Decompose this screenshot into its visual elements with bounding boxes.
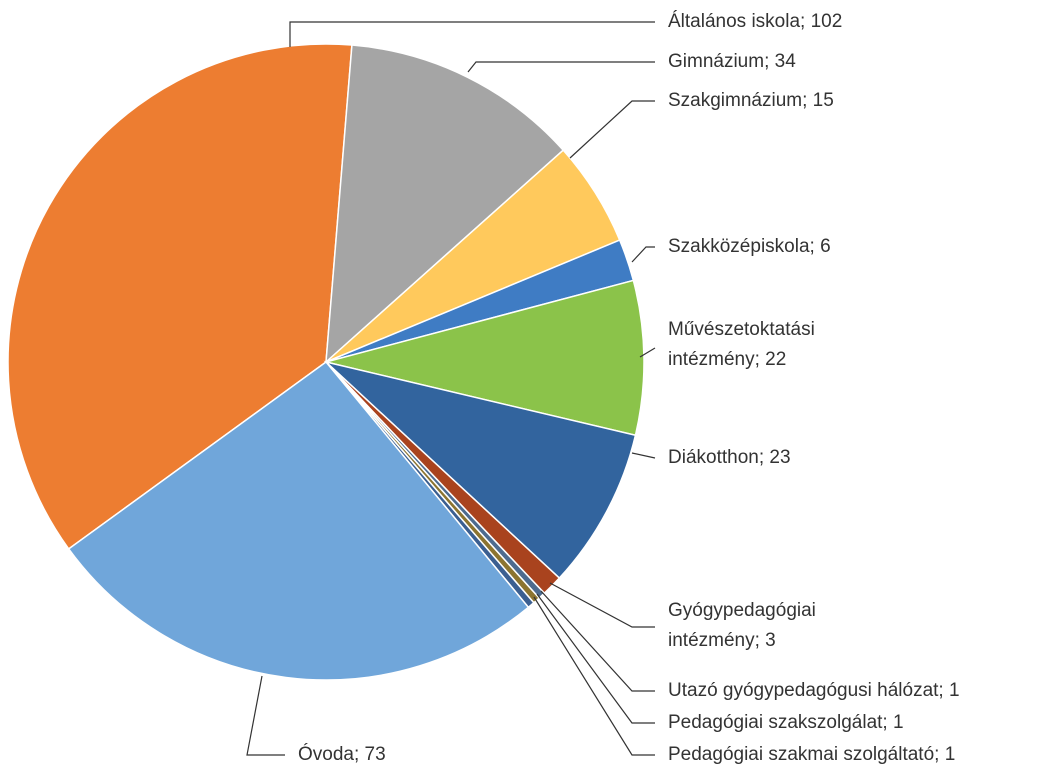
data-label: Pedagógiai szakmai szolgáltató; 1 xyxy=(668,744,955,765)
data-label-line: Pedagógiai szakszolgálat; 1 xyxy=(668,712,904,733)
data-label: Szakközépiskola; 6 xyxy=(668,236,831,257)
leader-line xyxy=(533,596,655,756)
leader-line xyxy=(289,21,655,47)
leader-line xyxy=(540,590,655,692)
data-label: Gimnázium; 34 xyxy=(668,51,796,72)
leader-line xyxy=(631,246,655,263)
data-label-line: Általános iskola; 102 xyxy=(668,11,842,32)
data-label-line: Pedagógiai szakmai szolgáltató; 1 xyxy=(668,744,955,765)
leader-line xyxy=(639,347,656,358)
data-label-line: Szakgimnázium; 15 xyxy=(668,90,834,111)
data-label: Diákotthon; 23 xyxy=(668,447,791,468)
pie-slice xyxy=(323,360,637,580)
leader-line xyxy=(246,675,285,756)
data-label-line: Gimnázium; 34 xyxy=(668,51,796,72)
leader-line xyxy=(467,61,655,73)
pie-slice xyxy=(325,44,565,364)
data-label-line: Szakközépiskola; 6 xyxy=(668,236,831,257)
data-label-line: Gyógypedagógiai xyxy=(668,600,816,621)
data-label-line: Utazó gyógypedagógusi hálózat; 1 xyxy=(668,680,960,701)
data-label-line: Óvoda; 73 xyxy=(298,743,386,765)
data-label: Általános iskola; 102 xyxy=(668,11,842,32)
data-label-line: intézmény; 3 xyxy=(668,630,776,651)
data-label: Szakgimnázium; 15 xyxy=(668,90,834,111)
data-label-line: intézmény; 22 xyxy=(668,349,786,370)
leader-line xyxy=(631,452,656,459)
leader-line xyxy=(536,593,655,724)
pie-slice xyxy=(325,279,645,437)
data-label: Művészetoktatási intézmény; 22 xyxy=(668,319,815,370)
data-label-line: Művészetoktatási xyxy=(668,319,815,340)
data-label-line: Diákotthon; 23 xyxy=(668,447,791,468)
data-label: Utazó gyógypedagógusi hálózat; 1 xyxy=(668,680,960,701)
pie-slice xyxy=(67,360,530,681)
leader-line xyxy=(569,100,655,159)
data-label: Óvoda; 73 xyxy=(298,743,386,765)
data-label: Pedagógiai szakszolgálat; 1 xyxy=(668,712,904,733)
leader-line xyxy=(549,582,655,628)
data-label: Gyógypedagógiai intézmény; 3 xyxy=(668,600,816,651)
pie-slice xyxy=(7,43,353,550)
